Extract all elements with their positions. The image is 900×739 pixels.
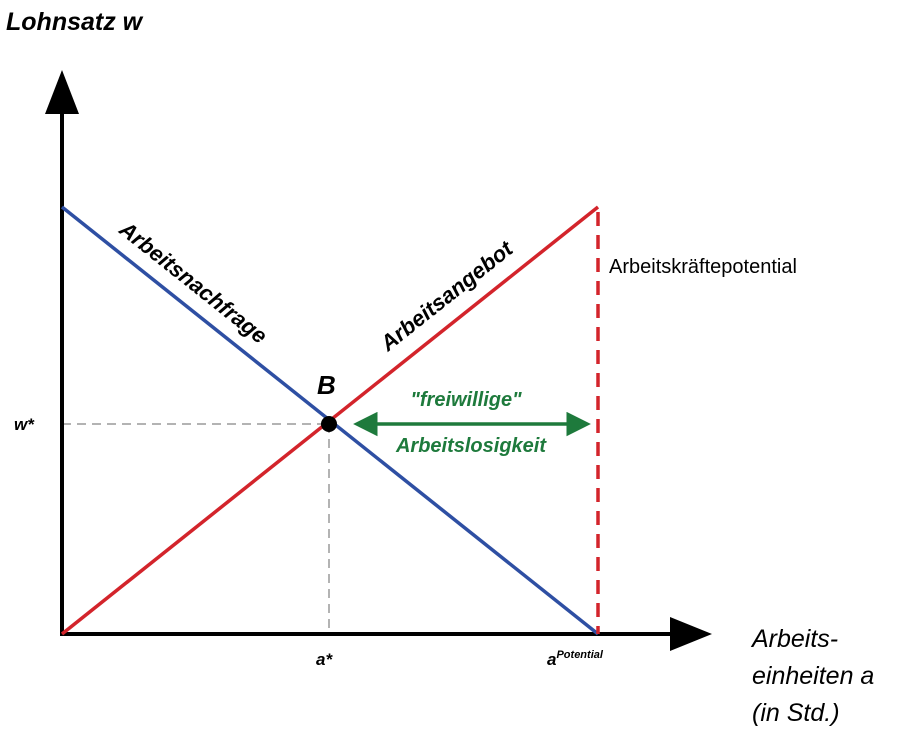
unemployment-label-bottom: Arbeitslosigkeit [395,435,547,457]
x-axis-label-line2: einheiten a [752,662,874,690]
wage-tick-label: w* [14,415,35,434]
quantity-tick-label: a* [316,650,333,669]
x-axis-label-line1: Arbeits- [750,625,838,653]
x-axis-label-line3: (in Std.) [752,699,840,727]
equilibrium-point [321,416,337,432]
demand-label: Arbeitsnachfrage [114,216,272,349]
supply-label: Arbeitsangebot [375,235,519,357]
unemployment-label-top: "freiwillige" [410,389,522,411]
potential-tick-label: aPotential [547,649,604,669]
y-axis-label: Lohnsatz w [6,8,144,36]
x-axis-arrowhead [670,617,712,651]
potential-label: Arbeitskräftepotential [609,256,797,278]
equilibrium-label: B [317,370,336,400]
y-axis-arrowhead [45,70,79,114]
